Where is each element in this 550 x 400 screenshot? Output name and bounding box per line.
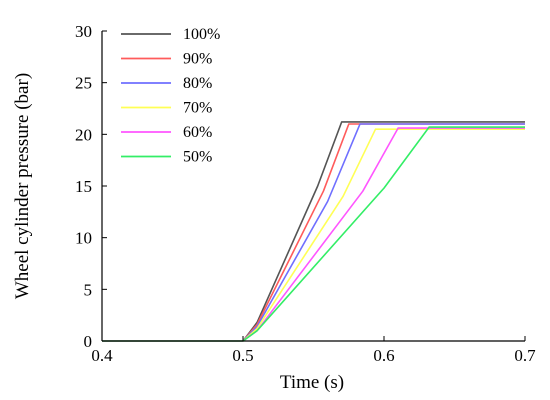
series-lines: [102, 121, 525, 342]
x-tick-label: 0.6: [373, 346, 394, 365]
x-tick-label: 0.5: [232, 346, 253, 365]
series-line-70pct: [102, 128, 525, 342]
legend: 100% 90% 80% 70% 60% 50%: [121, 26, 220, 166]
x-tick-label: 0.7: [514, 346, 536, 365]
y-tick-label: 0: [84, 332, 93, 351]
y-tick-label: 5: [84, 280, 93, 299]
series-line-100pct: [102, 121, 525, 342]
y-tick-label: 20: [75, 125, 92, 144]
legend-label: 90%: [183, 51, 212, 68]
y-axis-label: Wheel cylinder pressure (bar): [12, 73, 33, 299]
tick-labels: 0.4 0.5 0.6 0.7 0 5 10 15 20 25 30: [75, 22, 536, 365]
legend-label: 80%: [183, 75, 212, 92]
legend-label: 60%: [183, 124, 212, 141]
x-tick-label: 0.4: [91, 346, 113, 365]
y-tick-label: 30: [75, 22, 92, 41]
legend-label: 50%: [183, 149, 212, 166]
y-tick-label: 15: [75, 177, 92, 196]
y-tick-label: 10: [75, 229, 92, 248]
x-axis-label: Time (s): [280, 372, 344, 393]
series-line-60pct: [102, 127, 525, 342]
legend-label: 70%: [183, 100, 212, 117]
legend-label: 100%: [183, 26, 220, 43]
series-line-50pct: [102, 126, 525, 342]
y-tick-label: 25: [75, 74, 92, 93]
axes: [101, 30, 526, 342]
